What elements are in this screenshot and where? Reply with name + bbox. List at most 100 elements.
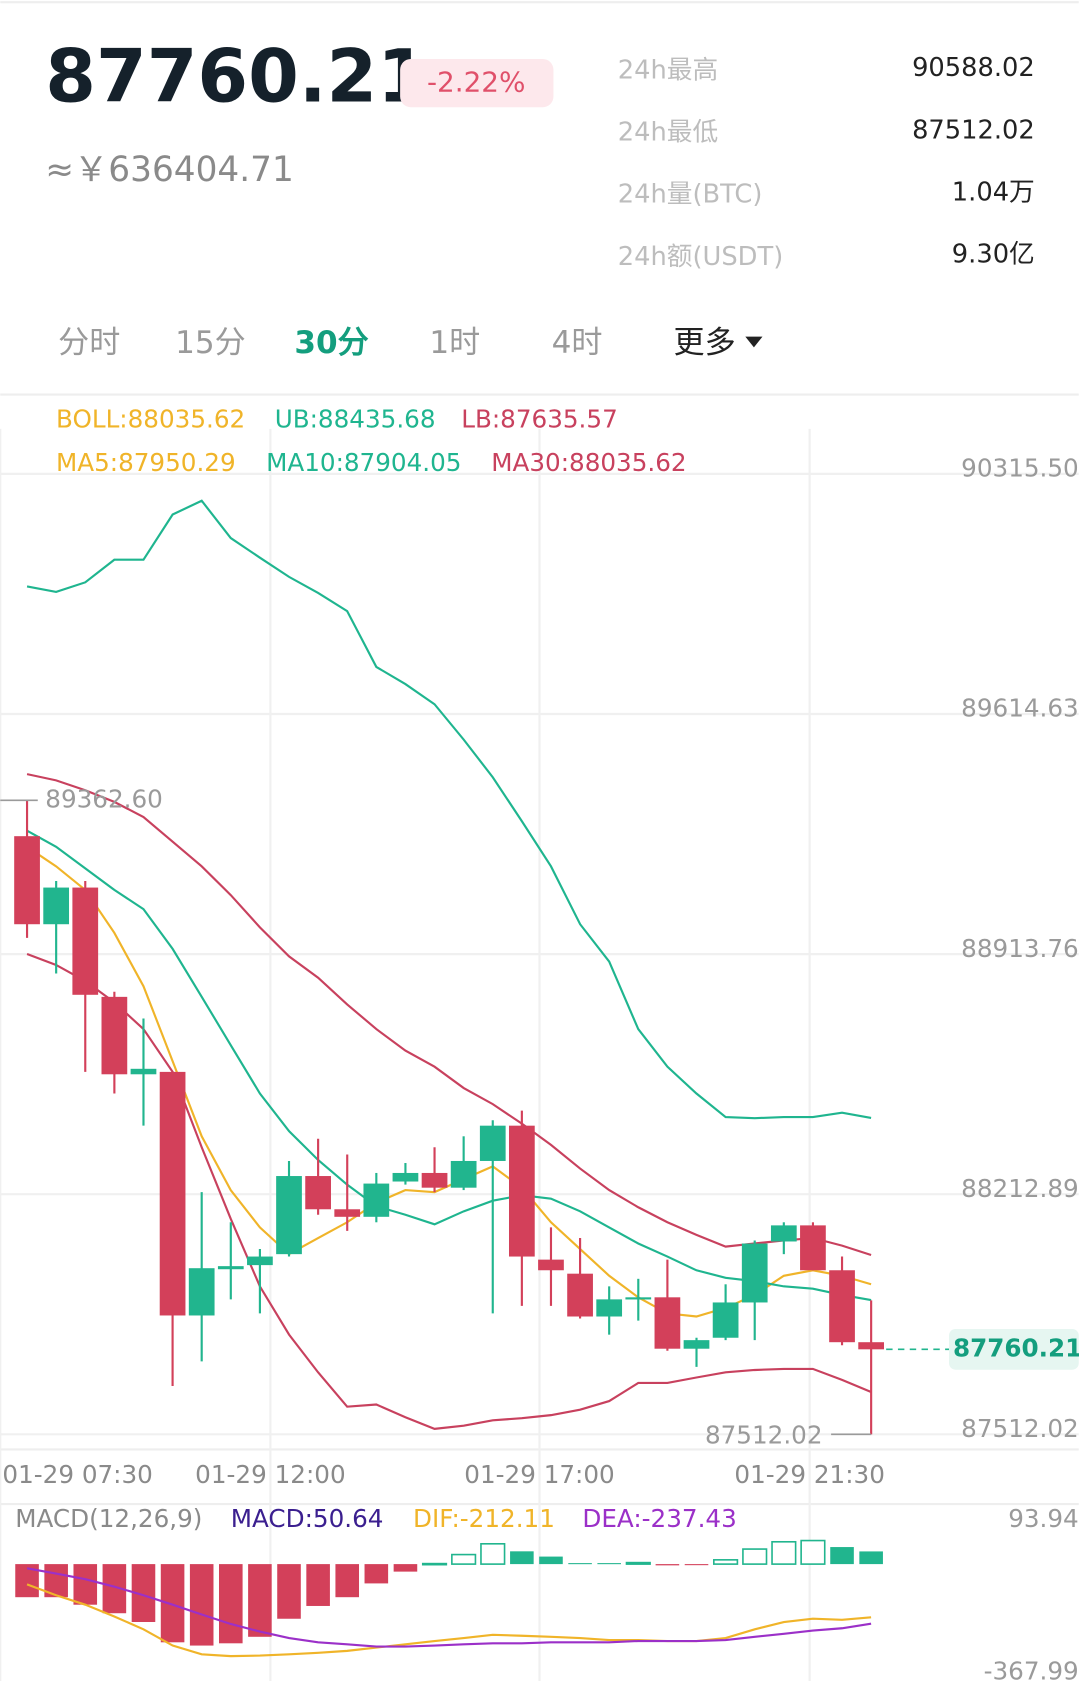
stat-label: 24h最低 — [618, 117, 718, 147]
legend-entry: LB:87635.57 — [461, 404, 618, 433]
candle-body — [450, 1160, 477, 1188]
candle-body — [159, 1071, 186, 1316]
y-tick-label: 93.94 — [1008, 1504, 1079, 1533]
y-tick-label: 88212.89 — [961, 1174, 1079, 1203]
y-tick-label: 90315.50 — [961, 454, 1079, 483]
macd-bar — [625, 1561, 651, 1565]
macd-bar — [480, 1542, 506, 1565]
candle-body — [72, 887, 99, 995]
macd-bar — [102, 1564, 127, 1614]
macd-bar — [15, 1564, 39, 1598]
dropdown-arrow — [745, 336, 763, 348]
cny-price: ≈￥636404.71 — [45, 150, 294, 190]
candle-body — [479, 1125, 506, 1161]
candle-body — [800, 1225, 826, 1271]
indicator-line — [26, 953, 872, 1430]
macd-bar — [713, 1559, 739, 1565]
candle-body — [130, 1068, 157, 1075]
change-badge — [400, 58, 554, 108]
candle-body — [305, 1176, 331, 1210]
candle-body — [625, 1297, 652, 1300]
macd-bar — [830, 1547, 854, 1565]
min-marker-label: 87512.02 — [705, 1420, 823, 1449]
macd-bar — [421, 1562, 448, 1566]
legend-entry: UB:88435.68 — [275, 404, 436, 433]
change: -2.22% — [427, 66, 526, 99]
candle-body — [538, 1259, 564, 1271]
candle-body — [363, 1183, 390, 1217]
macd-bar — [742, 1548, 768, 1565]
macd-bar — [539, 1556, 563, 1565]
stat-value: 1.04万 — [952, 177, 1035, 207]
candle-body — [421, 1172, 448, 1188]
macd-bar — [859, 1551, 883, 1565]
max-marker-label: 89362.60 — [45, 784, 163, 813]
macd-bar — [655, 1564, 680, 1566]
legend-entry: MACD:50.64 — [231, 1504, 384, 1533]
last-price-tag — [949, 1328, 1079, 1370]
last-price-label: 87760.21 — [953, 1333, 1079, 1362]
macd-bar — [248, 1564, 272, 1637]
macd-bar — [277, 1564, 301, 1619]
stat-value: 87512.02 — [912, 115, 1035, 145]
macd-bar — [364, 1564, 389, 1584]
candle-body — [829, 1270, 855, 1343]
y-tick-label: 88913.76 — [961, 934, 1079, 963]
candle-body — [567, 1273, 593, 1317]
macd-bar — [189, 1564, 214, 1646]
macd-bar — [219, 1564, 243, 1644]
tabs: 分时 15分 30分 1时 4时 更多 — [58, 325, 736, 361]
macd-bar — [306, 1564, 330, 1606]
legend-entry: MA10:87904.05 — [266, 448, 461, 477]
indicator-line — [26, 499, 872, 1120]
candle-body — [508, 1125, 535, 1257]
legend-entry: DIF:-212.11 — [413, 1504, 555, 1533]
macd-bar — [393, 1564, 418, 1572]
x-tick-label: 01-29 12:00 — [195, 1460, 345, 1489]
tab[interactable]: 1时 — [429, 325, 480, 361]
candle-body — [217, 1266, 244, 1270]
y-tick-label: -367.99 — [984, 1656, 1079, 1681]
candle-body — [247, 1256, 273, 1266]
candle-body — [858, 1342, 885, 1350]
tab[interactable]: 30分 — [294, 325, 368, 361]
candle-body — [770, 1225, 797, 1242]
stat-label: 24h量(BTC) — [618, 180, 763, 210]
candle-body — [334, 1209, 361, 1217]
tab[interactable]: 4时 — [552, 325, 603, 361]
macd-bar — [451, 1553, 477, 1565]
stat-value: 90588.02 — [912, 53, 1035, 83]
stat-label: 24h最高 — [618, 55, 718, 85]
stats: 24h最高 90588.02 24h最低 87512.02 24h量(BTC) 1.04万… — [618, 53, 1035, 272]
stat-label: 24h额(USDT) — [618, 242, 783, 272]
macd-bar — [131, 1564, 156, 1623]
macd-bar — [510, 1551, 534, 1565]
y-tick-label: 87512.02 — [961, 1414, 1079, 1443]
macd-bar — [771, 1540, 797, 1565]
x-tick-label: 01-29 07:30 — [2, 1460, 152, 1489]
candle-body — [683, 1340, 710, 1349]
macd-title: MACD(12,26,9) — [15, 1504, 202, 1533]
candle-body — [654, 1297, 681, 1349]
y-tick-label: 89614.63 — [961, 694, 1079, 723]
macd-bar — [568, 1563, 592, 1565]
tab[interactable]: 分时 — [58, 325, 120, 361]
x-tick-label: 01-29 17:00 — [464, 1460, 614, 1489]
macd-bar — [335, 1564, 360, 1598]
macd-bar — [800, 1539, 826, 1565]
candle-body — [741, 1243, 768, 1303]
candle-body — [596, 1299, 623, 1317]
legend-entry: MA30:88035.62 — [491, 448, 686, 477]
price: 87760.21 — [45, 34, 428, 119]
tab[interactable]: 15分 — [175, 325, 246, 361]
macd-line — [26, 1583, 872, 1658]
candle-body — [276, 1176, 302, 1255]
candle-body — [392, 1172, 419, 1182]
x-tick-label: 01-29 21:30 — [734, 1460, 884, 1489]
legend-entry: MA5:87950.29 — [56, 448, 236, 477]
tab[interactable]: 更多 — [674, 325, 736, 361]
macd-bar — [73, 1564, 98, 1605]
legend-entry: DEA:-237.43 — [582, 1504, 736, 1533]
candle-body — [43, 887, 70, 925]
